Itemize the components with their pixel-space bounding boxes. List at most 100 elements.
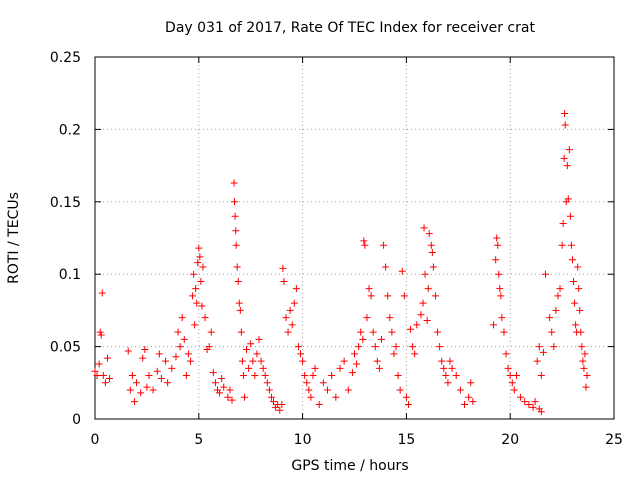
data-point — [103, 354, 111, 362]
data-point — [286, 306, 294, 314]
data-point — [220, 383, 228, 391]
data-point — [315, 401, 323, 409]
data-point — [276, 406, 284, 414]
data-point — [189, 292, 197, 300]
data-point — [554, 292, 562, 300]
data-point — [324, 386, 332, 394]
data-point — [490, 321, 498, 329]
data-point — [375, 364, 383, 372]
data-point — [498, 314, 506, 322]
data-point — [357, 328, 365, 336]
data-point — [216, 389, 224, 397]
data-point — [130, 398, 138, 406]
data-point — [270, 398, 278, 406]
data-point — [126, 386, 134, 394]
data-point — [556, 285, 564, 293]
data-point — [257, 357, 265, 365]
data-point — [232, 241, 240, 249]
data-point — [141, 345, 149, 353]
data-point — [236, 306, 244, 314]
data-point — [561, 109, 569, 117]
data-point — [233, 263, 241, 271]
data-point — [531, 398, 539, 406]
data-point — [95, 360, 103, 368]
data-point — [421, 270, 429, 278]
x-tick-label: 0 — [91, 432, 100, 448]
x-tick-label: 10 — [294, 432, 312, 448]
x-tick-label: 25 — [605, 432, 623, 448]
data-point — [386, 314, 394, 322]
data-point — [288, 321, 296, 329]
data-point — [251, 372, 259, 380]
data-point — [564, 195, 572, 203]
data-point — [284, 328, 292, 336]
data-point — [525, 401, 533, 409]
data-point — [351, 350, 358, 358]
data-point — [267, 393, 275, 401]
y-tick-label: 0.05 — [50, 340, 81, 356]
data-point — [442, 372, 450, 380]
data-point — [571, 299, 579, 307]
data-point — [143, 383, 151, 391]
data-point — [207, 328, 215, 336]
data-point — [517, 393, 525, 401]
data-point — [580, 364, 588, 372]
data-point — [193, 299, 201, 307]
data-point — [359, 335, 367, 343]
x-tick-label: 15 — [397, 432, 415, 448]
data-point — [510, 386, 518, 394]
data-point — [373, 357, 381, 365]
data-point — [506, 372, 514, 380]
data-point — [195, 244, 203, 252]
data-point — [560, 154, 568, 162]
data-point — [420, 224, 428, 232]
data-point — [178, 314, 186, 322]
data-point — [565, 146, 573, 154]
data-point — [465, 393, 473, 401]
data-point — [380, 241, 388, 249]
data-point — [243, 345, 251, 353]
data-point — [124, 347, 132, 355]
data-point — [239, 372, 247, 380]
data-point — [578, 343, 586, 351]
data-point — [137, 389, 145, 397]
data-point — [425, 230, 433, 238]
data-point — [279, 264, 287, 272]
data-point — [168, 364, 176, 372]
data-point — [97, 331, 105, 339]
data-point — [431, 292, 439, 300]
data-point — [411, 350, 419, 358]
y-tick-label: 0 — [72, 412, 81, 428]
data-point — [461, 401, 469, 409]
data-point — [521, 398, 529, 406]
data-point — [198, 302, 206, 310]
data-point — [261, 372, 269, 380]
y-tick-label: 0.1 — [59, 267, 81, 283]
data-point — [417, 311, 425, 319]
data-point — [583, 372, 591, 380]
data-point — [436, 343, 444, 351]
data-point — [235, 299, 243, 307]
data-point — [563, 162, 571, 170]
data-point — [467, 379, 475, 387]
data-point — [566, 212, 574, 220]
data-point — [340, 357, 348, 365]
data-point — [133, 379, 141, 387]
data-point — [180, 335, 188, 343]
data-point — [199, 263, 207, 271]
data-point — [361, 241, 369, 249]
data-point — [570, 277, 578, 285]
data-point — [400, 292, 408, 300]
data-point — [469, 398, 477, 406]
data-point — [388, 328, 396, 336]
data-point — [344, 386, 352, 394]
chart-title: Day 031 of 2017, Rate Of TEC Index for r… — [165, 20, 535, 36]
data-point — [568, 256, 576, 264]
data-point — [307, 393, 315, 401]
data-point — [552, 306, 560, 314]
data-point — [541, 270, 549, 278]
data-point — [452, 372, 460, 380]
data-point — [301, 372, 309, 380]
data-point — [371, 343, 379, 351]
data-point — [98, 289, 106, 297]
